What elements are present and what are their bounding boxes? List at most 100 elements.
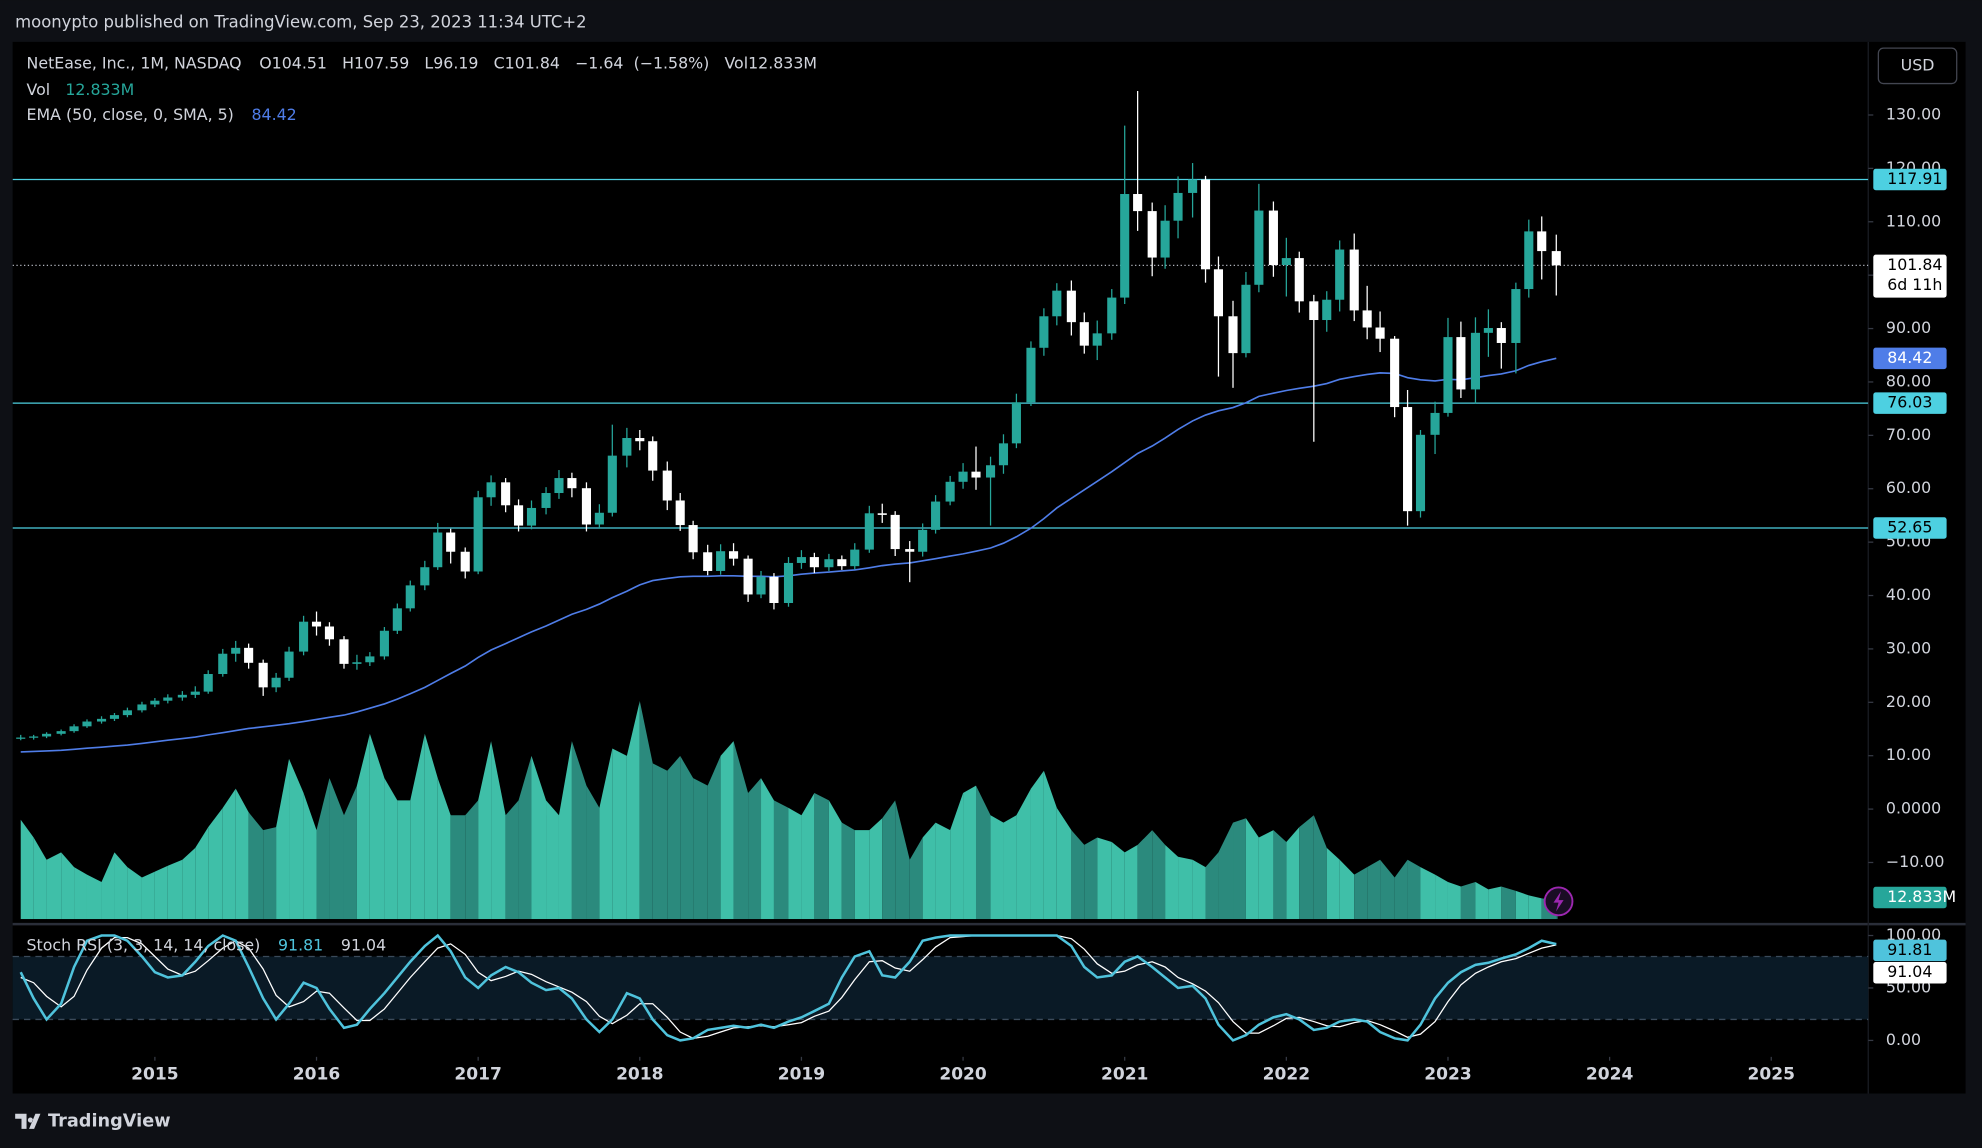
candle-body [69,726,79,732]
y-tick-label: 20.00 [1886,692,1931,711]
volume-area [1528,895,1542,920]
y-tick-label: 110.00 [1886,211,1941,230]
volume-area [1165,844,1179,920]
last-price-badge-bg [1873,254,1947,298]
candle-body [1375,327,1385,339]
y-tick-label: 30.00 [1886,638,1931,657]
volume-area [437,778,451,920]
legend-change-pct: (−1.58%) [634,53,710,72]
volume-area [950,793,964,920]
currency-button[interactable]: USD [1877,47,1958,85]
volume-area [1394,859,1408,920]
candle-body [1079,322,1089,346]
volume-area [1233,818,1246,920]
volume-area [626,701,640,920]
volume-area [491,741,506,920]
candle-body [1066,290,1076,323]
stoch-y-tick-label: 0.00 [1886,1030,1921,1049]
candle-body [703,552,713,571]
legend-ema: EMA (50, close, 0, SMA, 5) 84.42 [27,105,297,124]
candle-body [945,481,955,502]
candle-body [1052,290,1062,317]
x-tick-label: 2016 [293,1065,340,1085]
legend-c-label: C [494,53,505,72]
candle-body [1241,284,1251,354]
volume-area [773,800,789,920]
volume-value: 12.833M [65,79,134,98]
volume-area [963,785,976,920]
volume-area [1003,815,1017,920]
stoch-y-tick-label: 100.00 [1886,925,1941,944]
candle-body [796,557,806,563]
alert-icon[interactable] [1543,886,1574,917]
candle-body [284,651,294,678]
volume-area [1380,859,1395,920]
volume-area [1326,847,1340,920]
volume-area [208,807,223,920]
candle-body [218,653,228,675]
candle-body [299,621,309,652]
candle-body [1524,231,1534,290]
candle-body [405,585,415,609]
volume-area [1407,859,1421,920]
y-tick-label: 40.00 [1886,585,1931,604]
candle-body [837,559,847,567]
volume-area [369,733,385,920]
candle-body [1147,211,1157,258]
volume-area [1420,867,1436,920]
stoch-title: Stoch RSI (3, 3, 14, 14, close) [27,935,261,954]
logo-mark [15,1113,41,1129]
volume-area [1016,788,1031,920]
legend-h-value: 107.59 [354,53,409,72]
plot [12,90,1869,1042]
volume-area [788,807,802,920]
candle-body [1228,316,1238,354]
volume-badge: 12.833M [1887,887,1956,906]
candle-body [324,626,335,640]
candle-body [190,691,200,695]
volume-area [546,800,559,920]
candle-body [16,737,26,739]
volume-area [1447,882,1461,920]
level-badge: 76.03 [1887,393,1932,412]
candle-body [1026,347,1036,403]
volume-area [384,778,398,920]
candle-body [905,549,915,552]
stoch-d-value: 91.04 [341,935,386,954]
stoch-band [12,956,1869,1020]
legend-vol-label: Vol [724,53,748,72]
volume-area [1475,882,1489,920]
volume-area [289,758,304,920]
volume-area [869,818,883,920]
candle-body [971,471,981,478]
candle-body [890,514,900,550]
volume-area [882,800,896,920]
volume-area [303,793,317,920]
volume-area [531,755,547,920]
candle-body [824,559,834,568]
candle-body [1188,179,1198,193]
candle-body [379,630,389,657]
x-tick-label: 2024 [1586,1065,1634,1085]
volume-area [693,778,708,920]
volume-area [1258,830,1274,920]
volume-area [235,788,249,920]
volume-area [465,800,479,920]
volume-area [720,741,734,920]
axes: 130.00120.00110.00100.0090.0080.0070.006… [131,104,1956,1084]
candle-body [1200,179,1211,270]
volume-area [748,778,762,920]
candle-body [662,470,672,501]
volume-area [1286,827,1300,920]
volume-area [316,778,330,920]
volume-area [1435,874,1448,920]
volume-area [1354,867,1368,920]
candle-body [1430,412,1440,435]
candle-body [1160,220,1170,258]
x-tick-label: 2015 [131,1065,178,1085]
candle-body [231,647,241,654]
volume-area [1137,830,1153,920]
volume-area [195,827,209,920]
x-tick-label: 2017 [454,1065,501,1085]
legend-c-value: 101.84 [505,53,560,72]
